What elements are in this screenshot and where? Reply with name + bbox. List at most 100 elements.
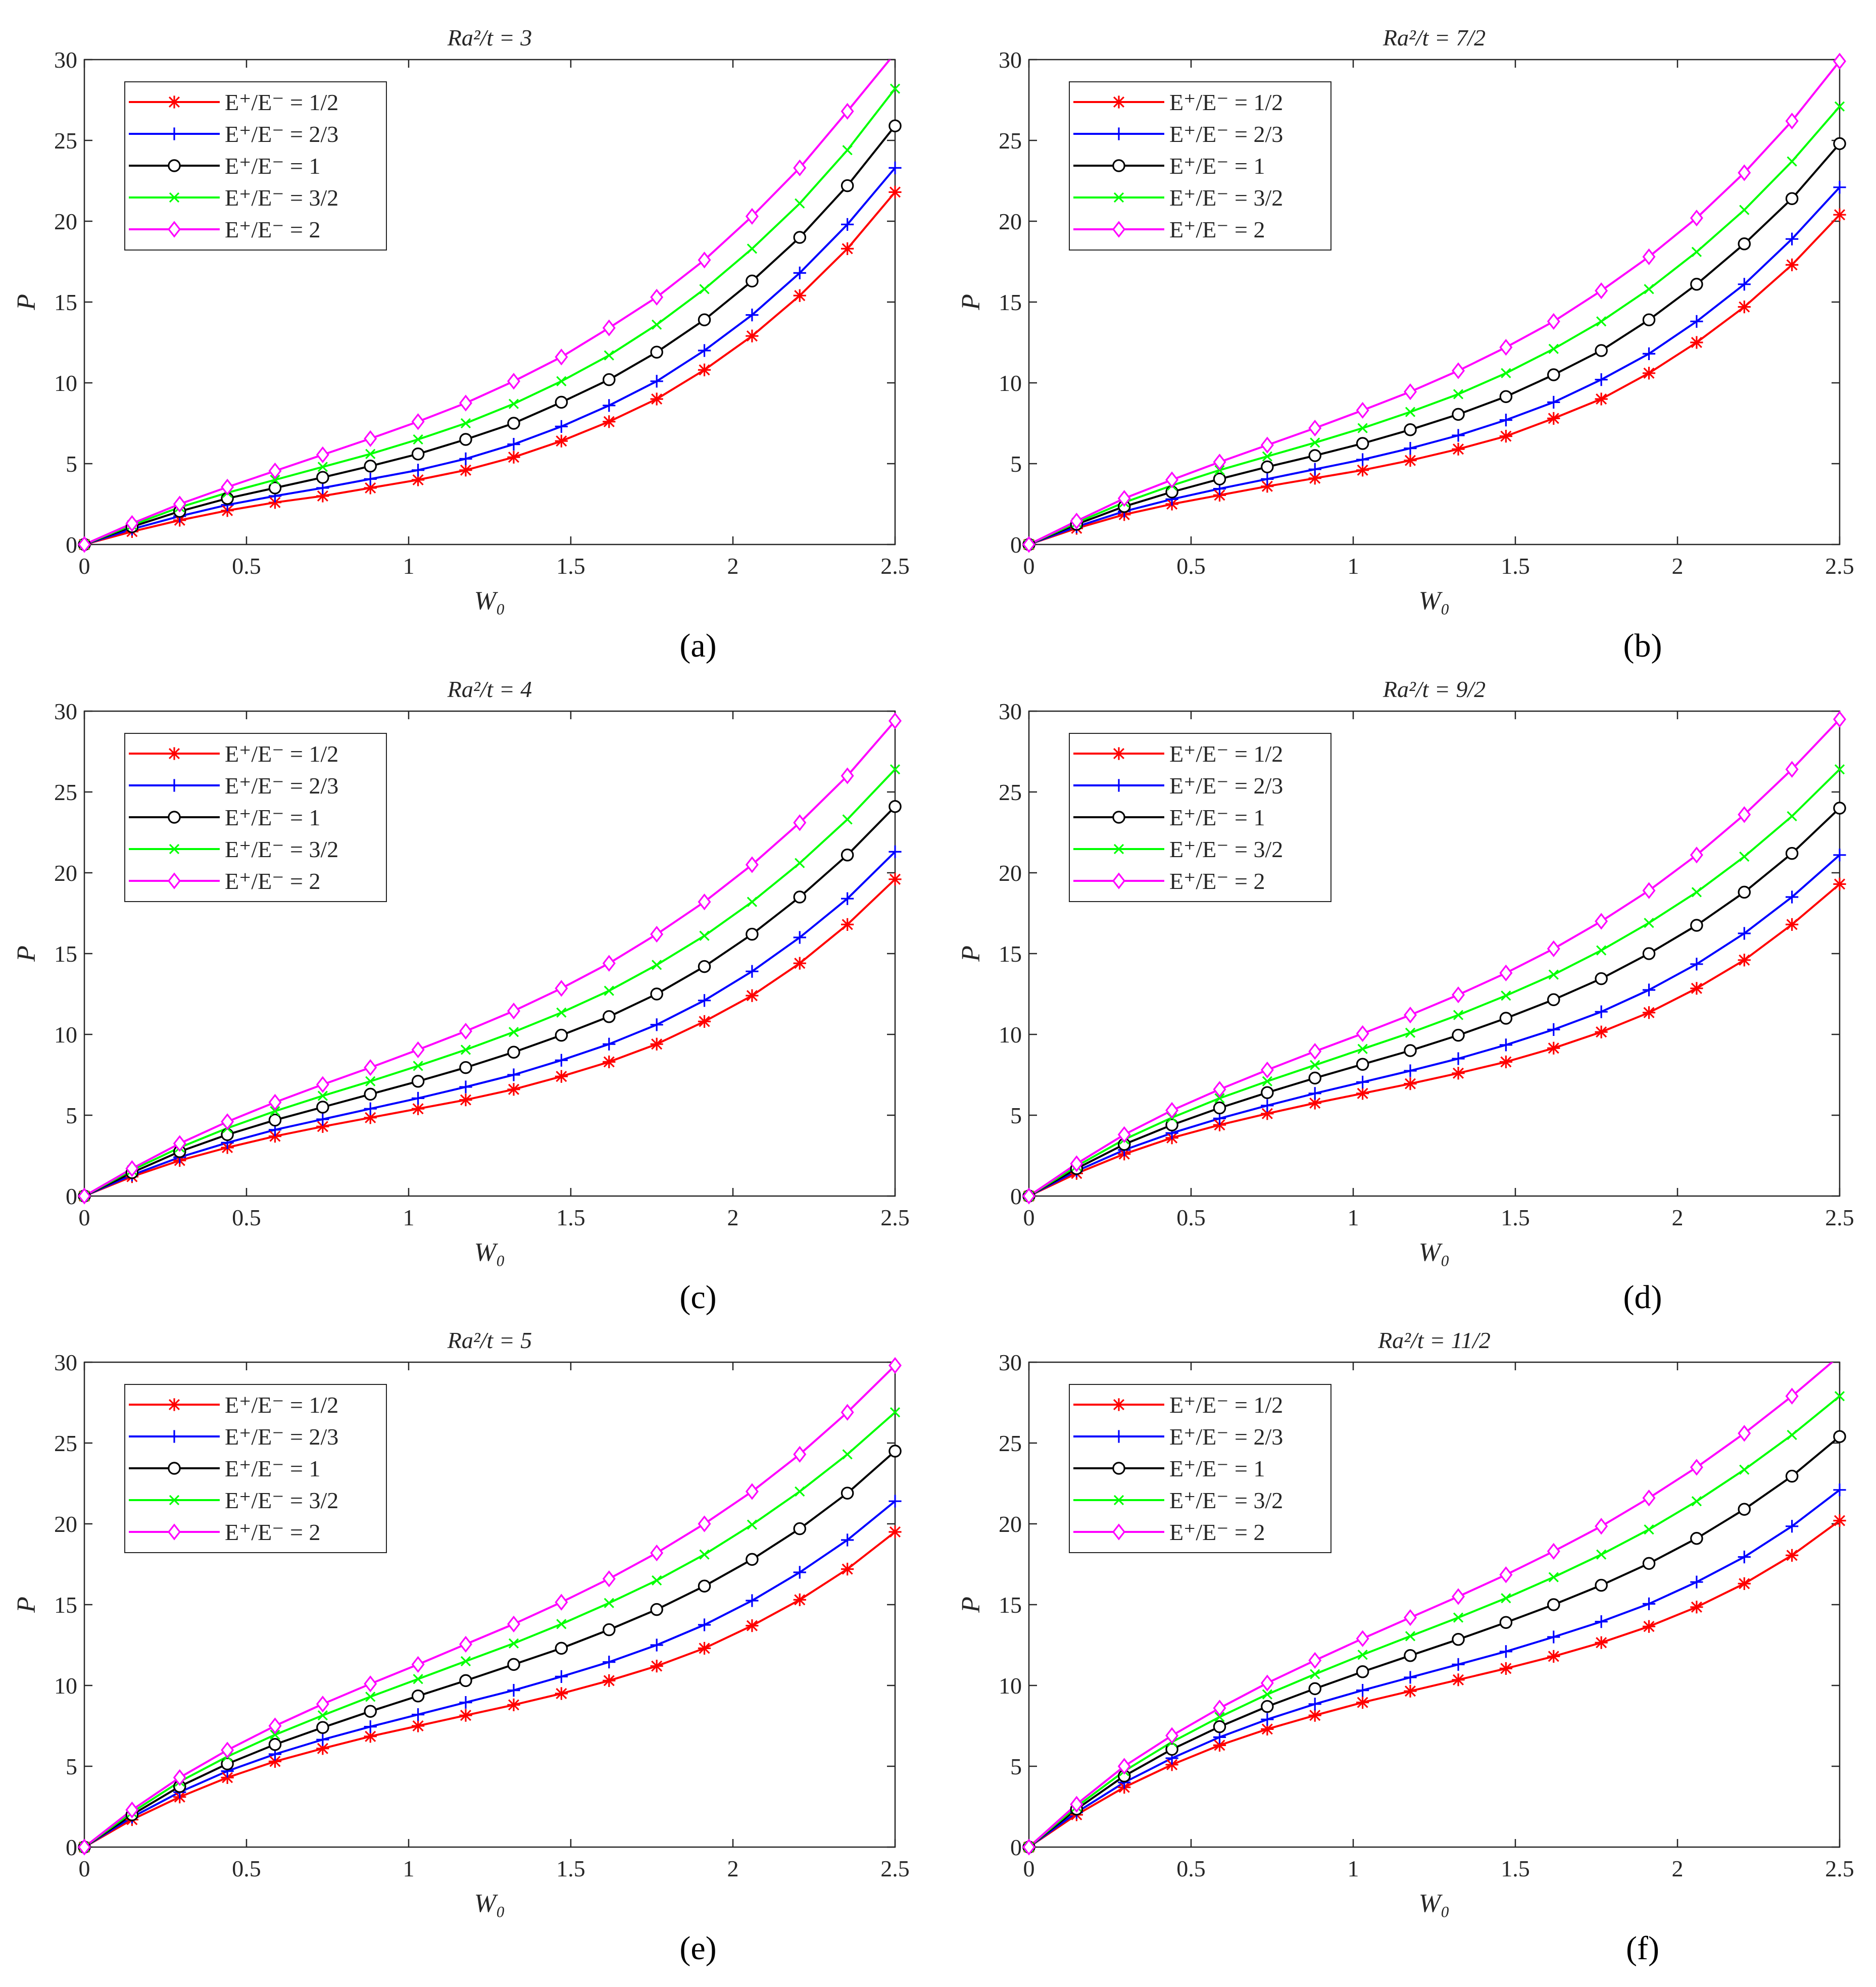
x-tick-label: 0 [79,1856,90,1881]
data-point-e_three_halves [699,284,710,294]
data-point-e_one [1785,847,1799,860]
data-point-e_two [316,1076,329,1093]
y-axis-label: P [957,294,985,311]
data-point-e_two [602,319,616,336]
data-point-e_one [1404,423,1417,436]
y-tick-label: 0 [1010,532,1022,558]
data-point-e_three_halves [556,1619,567,1629]
data-point-e_two [507,1002,520,1020]
data-point-e_three_halves [1596,945,1607,956]
data-point-e_one [1261,1086,1274,1099]
data-point-e_half [221,1771,234,1784]
legend-marker-e_three_halves [169,192,180,203]
x-axis-label: W₀ [1419,586,1450,615]
data-point-e_two_thirds [1738,927,1751,940]
data-point-e_three_halves [508,399,519,409]
x-tick-label: 1 [403,1856,415,1881]
data-point-e_half [1356,1696,1369,1709]
data-point-e_one [1785,1469,1799,1483]
plot-area [1029,718,1840,1196]
data-point-e_two [1356,402,1369,419]
y-tick-label: 0 [1010,1834,1022,1860]
data-point-e_three_halves [1214,1712,1225,1722]
data-point-e_two [1356,1025,1369,1042]
x-tick-label: 2 [1672,1205,1684,1230]
plot-area [1029,1362,1840,1847]
data-point-e_two [221,1113,234,1130]
data-point-e_half [698,1642,711,1655]
data-point-e_two [507,1615,520,1633]
legend-label: E⁺/E⁻ = 1/2 [225,741,338,767]
series-line-e_half [1029,214,1840,544]
y-tick-label: 15 [999,1592,1022,1618]
data-point-e_half [1690,336,1703,349]
data-point-e_two_thirds [698,1618,711,1631]
series-line-e_half [1029,883,1840,1196]
legend-label: E⁺/E⁻ = 1/2 [1169,741,1283,767]
data-point-e_two [268,1717,282,1734]
data-point-e_one [1356,437,1369,450]
series-line-e_two [1029,1362,1834,1847]
y-tick-label: 25 [54,1430,77,1456]
y-tick-label: 0 [66,1834,77,1860]
legend-marker-e_two_thirds [168,127,181,140]
data-point-e_one [841,1486,854,1500]
data-point-e_two_thirds [1833,849,1846,862]
data-point-e_two_thirds [1404,442,1417,455]
data-point-e_two_thirds [650,1638,663,1652]
panel-label: (a) [679,627,716,664]
data-point-e_two [1642,1489,1656,1507]
legend-label: E⁺/E⁻ = 2 [1169,217,1265,242]
data-point-e_two [1070,1796,1083,1813]
data-point-e_two_thirds [364,1720,377,1733]
data-point-e_three_halves [1596,316,1607,327]
data-point-e_half [746,329,759,342]
data-point-e_one [1404,1649,1417,1662]
y-tick-label: 30 [999,1350,1022,1375]
data-point-e_two_thirds [1738,1551,1751,1564]
plot-area [84,60,895,544]
chart-panel-f: 0 0.5 1 1.5 2 2.5 0 5 10 15 20 25 30 Ra²/t = 11/2 W₀ P E… [957,1327,1854,1918]
legend-label: E⁺/E⁻ = 3/2 [1169,1487,1283,1513]
data-point-e_three_halves [1453,1612,1464,1623]
data-point-e_half [459,464,472,477]
y-tick-label: 10 [54,1022,77,1048]
data-point-e_three_halves [795,1486,805,1497]
data-point-e_three_halves [317,462,328,472]
data-point-e_half [1404,1684,1417,1698]
data-point-e_one [1642,313,1656,326]
data-point-e_two_thirds [650,375,663,388]
y-axis-label: P [957,946,985,962]
data-point-e_two [841,1404,854,1421]
data-point-e_one [1595,1578,1608,1592]
legend-label: E⁺/E⁻ = 1 [1169,153,1265,179]
data-point-e_half [1595,1025,1608,1038]
data-point-e_two [841,767,854,784]
data-point-e_two_thirds [746,965,759,978]
data-point-e_three_halves [1262,1689,1273,1700]
data-point-e_one [1499,390,1513,403]
data-point-e_two [1452,1588,1465,1605]
legend: E⁺/E⁻ = 1/2 E⁺/E⁻ = 2/3 E⁺/E⁻ = 1 E⁺/E⁻ = 3… [1069,1384,1331,1553]
data-point-e_one [1738,237,1751,251]
x-axis-label: W₀ [1419,1889,1450,1918]
series-line-e_two_thirds [1029,854,1840,1196]
data-point-e_one [1308,1071,1322,1085]
data-point-e_half [603,415,616,428]
x-tick-label: 1.5 [1501,553,1530,579]
data-point-e_one [1690,278,1703,291]
y-tick-label: 10 [54,1673,77,1699]
data-point-e_three_halves [1262,1076,1273,1086]
x-tick-label: 1 [1348,1205,1359,1230]
data-point-e_two_thirds [746,309,759,322]
data-point-e_three_halves [1214,1093,1225,1104]
data-point-e_two_thirds [555,1054,568,1067]
data-point-e_half [1547,412,1560,425]
data-point-e_two_thirds [1499,1645,1512,1658]
chart-panel-a: 0 0.5 1 1.5 2 2.5 0 5 10 15 20 25 30 Ra²/t = 3 W₀ P E⁺/E… [12,25,910,615]
legend-label: E⁺/E⁻ = 2 [1169,1519,1265,1545]
data-point-e_one [1356,1058,1369,1071]
data-point-e_three_halves [1548,343,1559,354]
data-point-e_half [555,434,568,448]
y-axis-label: P [12,294,41,311]
